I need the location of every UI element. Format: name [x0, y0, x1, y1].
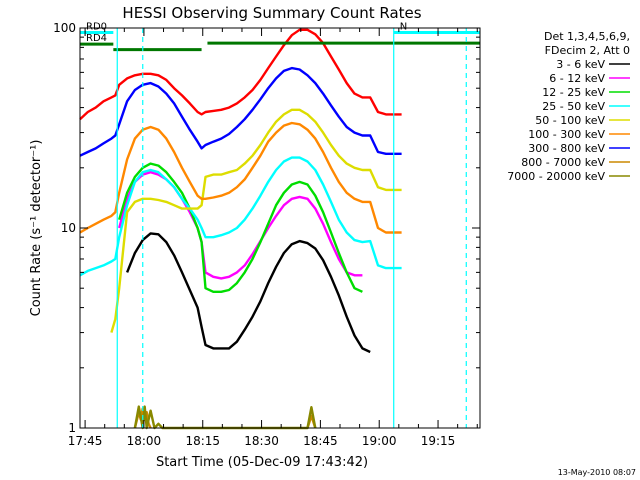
legend-header: Det 1,3,4,5,6,9,	[544, 30, 630, 43]
y-tick-label: 10	[61, 221, 76, 235]
y-tick-label: 100	[53, 21, 76, 35]
legend-entry-label: 300 - 800 keV	[528, 142, 605, 155]
x-tick-label: 19:15	[421, 434, 456, 448]
x-tick-labels: 17:45 18:00 18:15 18:30 18:45 19:00 19:15	[68, 434, 456, 448]
chart-title: HESSI Observing Summary Count Rates	[122, 4, 421, 22]
y-tick-label: 1	[68, 421, 76, 435]
series-line-25-50-kev	[79, 156, 402, 277]
legend-entry-label: 100 - 300 keV	[528, 128, 605, 141]
legend-entry-label: 7000 - 20000 keV	[507, 170, 605, 183]
legend-entry-label: 3 - 6 keV	[556, 58, 605, 71]
legend: Det 1,3,4,5,6,9,FDecim 2, Att 03 - 6 keV…	[507, 30, 630, 183]
x-tick-label: 19:00	[362, 434, 397, 448]
x-tick-label: 18:15	[185, 434, 220, 448]
legend-entry-label: 50 - 100 keV	[535, 114, 605, 127]
y-axis-label: Count Rate (s⁻¹ detector⁻¹)	[29, 140, 44, 317]
x-tick-label: 17:45	[68, 434, 103, 448]
series-line-12-25-kev	[118, 162, 363, 293]
legend-entry-label: 12 - 25 keV	[542, 86, 605, 99]
series-line-100-300-kev	[79, 121, 402, 234]
x-tick-label: 18:45	[303, 434, 338, 448]
series-line-300-800-kev	[79, 66, 402, 157]
status-bar-label: RD0	[86, 21, 107, 32]
legend-entry-label: 25 - 50 keV	[542, 100, 605, 113]
legend-entry-label: 800 - 7000 keV	[521, 156, 605, 169]
legend-entry-label: 6 - 12 keV	[549, 72, 605, 85]
status-bar-label: N	[400, 21, 407, 32]
x-tick-label: 18:00	[127, 434, 162, 448]
series-line-7000-20000-kev	[133, 405, 317, 430]
timestamp: 13-May-2010 08:07	[558, 468, 636, 477]
x-axis-label: Start Time (05-Dec-09 17:43:42)	[156, 455, 368, 470]
x-tick-label: 18:30	[244, 434, 279, 448]
status-bar-label: RD4	[86, 33, 107, 44]
series-line-red	[79, 28, 402, 121]
legend-header: FDecim 2, Att 0	[545, 44, 630, 57]
series-line-50-100-kev	[110, 108, 402, 333]
axis-frame	[79, 27, 481, 429]
series-line-3-6-kev	[125, 232, 371, 354]
